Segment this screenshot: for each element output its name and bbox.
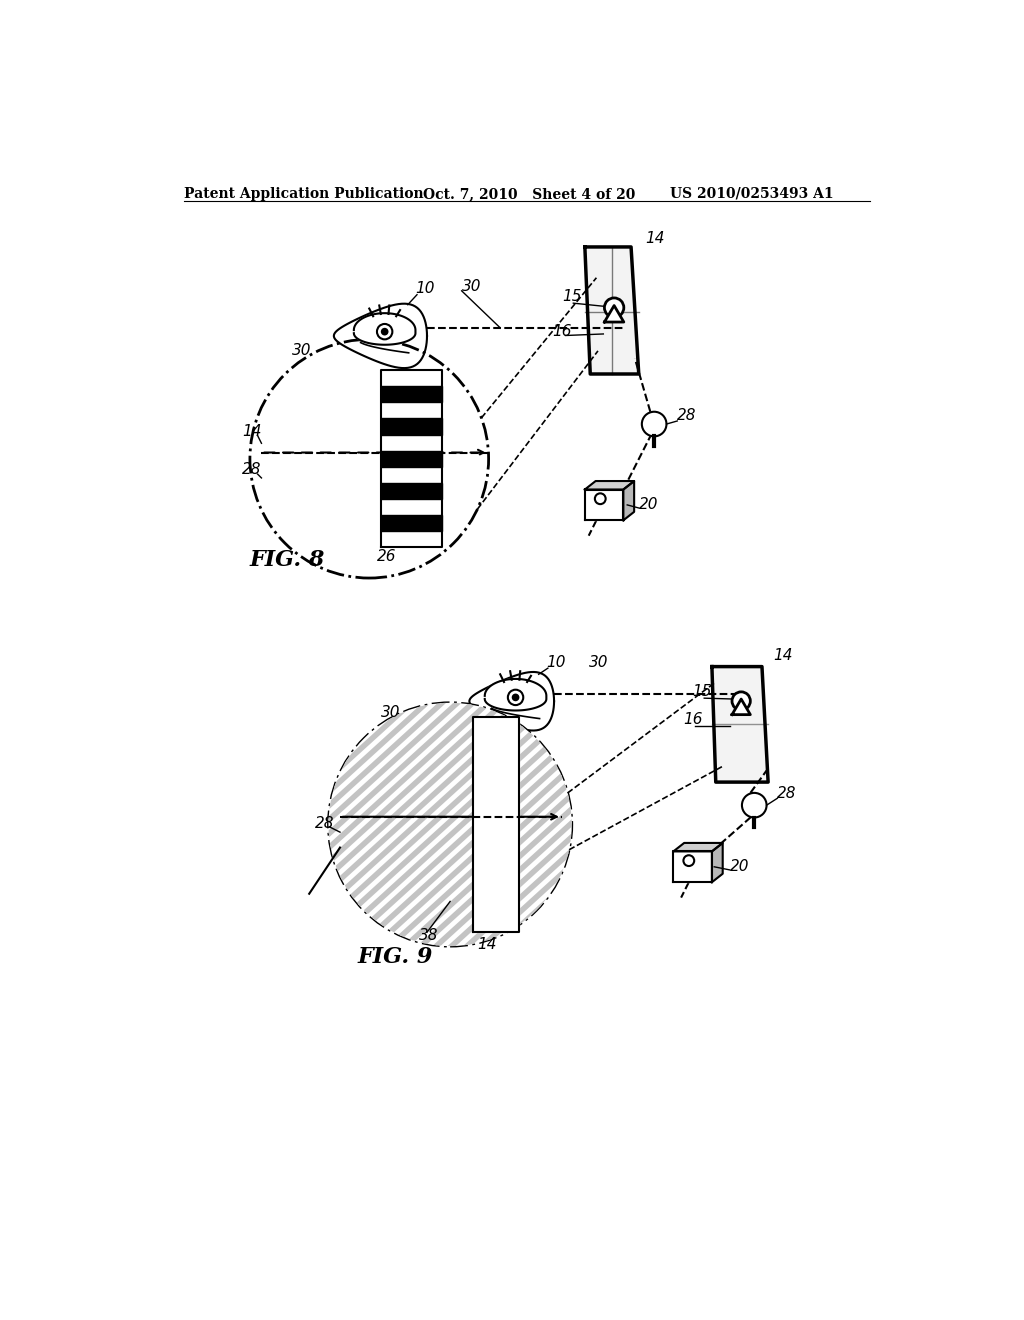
Text: 20: 20 — [730, 858, 750, 874]
Text: 15: 15 — [562, 289, 582, 304]
Polygon shape — [381, 418, 442, 434]
Text: 26: 26 — [377, 549, 396, 564]
Text: 30: 30 — [292, 343, 311, 358]
Text: 10: 10 — [547, 655, 566, 669]
Polygon shape — [585, 480, 634, 490]
Circle shape — [732, 692, 751, 710]
Polygon shape — [381, 387, 442, 403]
Polygon shape — [732, 700, 751, 714]
Polygon shape — [585, 490, 624, 520]
Circle shape — [329, 702, 571, 946]
Text: 30: 30 — [381, 705, 400, 719]
Circle shape — [604, 298, 624, 317]
Text: 28: 28 — [243, 462, 262, 477]
Text: US 2010/0253493 A1: US 2010/0253493 A1 — [670, 187, 834, 201]
Circle shape — [642, 412, 667, 437]
Polygon shape — [473, 717, 519, 932]
Circle shape — [377, 323, 392, 339]
Polygon shape — [381, 370, 442, 548]
Text: 28: 28 — [677, 408, 696, 424]
Polygon shape — [469, 672, 554, 730]
Circle shape — [508, 689, 523, 705]
Circle shape — [512, 693, 519, 701]
Text: 30: 30 — [589, 655, 608, 669]
Text: FIG. 8: FIG. 8 — [250, 549, 326, 572]
Text: Patent Application Publication: Patent Application Publication — [184, 187, 424, 201]
Polygon shape — [484, 678, 547, 710]
Text: 28: 28 — [777, 785, 797, 800]
Circle shape — [742, 793, 767, 817]
Polygon shape — [604, 305, 624, 322]
Polygon shape — [334, 304, 427, 368]
Text: 15: 15 — [692, 684, 712, 698]
Text: 28: 28 — [315, 816, 335, 832]
Polygon shape — [712, 667, 768, 781]
Polygon shape — [712, 843, 723, 882]
Polygon shape — [624, 480, 634, 520]
Text: 14: 14 — [645, 231, 665, 246]
Text: 16: 16 — [683, 711, 702, 726]
Circle shape — [683, 855, 694, 866]
Text: 14: 14 — [477, 937, 497, 952]
Text: 30: 30 — [462, 279, 481, 294]
Circle shape — [250, 339, 488, 578]
Circle shape — [595, 494, 605, 504]
Text: 16: 16 — [553, 323, 572, 338]
Text: 20: 20 — [639, 496, 658, 512]
Text: 14: 14 — [773, 648, 793, 664]
Polygon shape — [674, 851, 712, 882]
Polygon shape — [381, 515, 442, 531]
Text: Oct. 7, 2010   Sheet 4 of 20: Oct. 7, 2010 Sheet 4 of 20 — [423, 187, 636, 201]
Text: 10: 10 — [416, 281, 435, 296]
Polygon shape — [354, 313, 416, 345]
Polygon shape — [381, 483, 442, 499]
Polygon shape — [585, 247, 639, 374]
Polygon shape — [674, 843, 723, 851]
Text: 14: 14 — [243, 424, 262, 438]
Circle shape — [381, 327, 388, 335]
Polygon shape — [381, 450, 442, 467]
Text: 38: 38 — [419, 928, 439, 942]
Text: FIG. 9: FIG. 9 — [357, 946, 433, 968]
